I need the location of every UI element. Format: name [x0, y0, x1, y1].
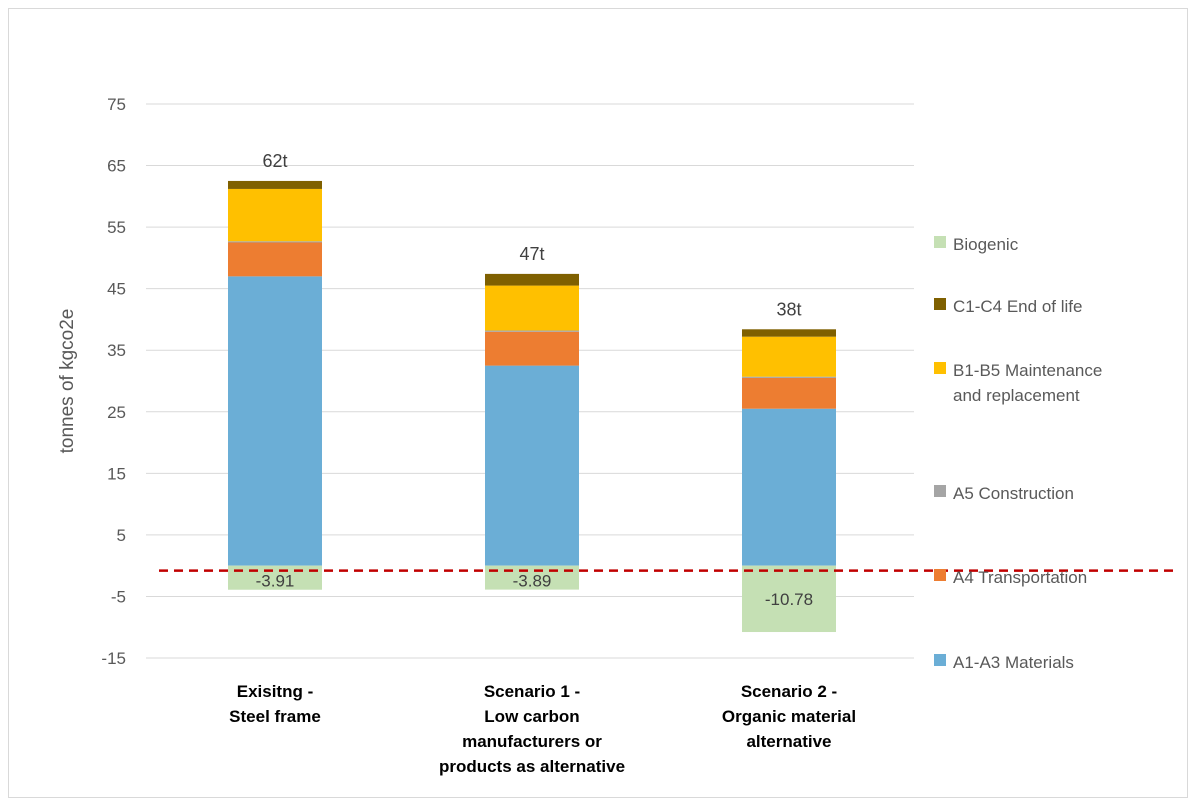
bar-segment — [228, 276, 322, 566]
bar-segment — [485, 365, 579, 566]
category-label: Organic material — [722, 707, 856, 726]
bar-segment — [485, 331, 579, 366]
category-label: Exisitng - — [237, 682, 314, 701]
legend-swatch — [934, 654, 946, 666]
negative-data-label: -3.91 — [256, 572, 295, 591]
bar-segment — [742, 329, 836, 337]
total-label: 38t — [776, 299, 801, 319]
legend-label: C1-C4 End of life — [953, 297, 1082, 316]
y-tick-label: 65 — [107, 157, 126, 176]
category-label: Low carbon — [484, 707, 579, 726]
y-axis-label: tonnes of kgco2e — [57, 309, 78, 454]
legend-label: A4 Transportation — [953, 568, 1087, 587]
category-label: products as alternative — [439, 757, 625, 776]
bar-segment — [742, 336, 836, 377]
bar-segment — [228, 242, 322, 277]
legend-swatch — [934, 236, 946, 248]
legend-label: B1-B5 Maintenance — [953, 361, 1102, 380]
y-tick-label: -15 — [101, 649, 126, 668]
y-tick-label: -5 — [111, 587, 126, 606]
y-tick-label: 45 — [107, 280, 126, 299]
category-label: Steel frame — [229, 707, 321, 726]
y-tick-label: 25 — [107, 403, 126, 422]
bar-segment — [228, 188, 322, 242]
bar-segment — [228, 565, 322, 590]
bar-segment — [742, 565, 836, 633]
y-tick-label: 55 — [107, 218, 126, 237]
chart-frame: 75 65 55 45 35 25 15 5 -5 -15 tonnes of kgco2e 62t 4… — [8, 8, 1188, 798]
bar-segment — [742, 408, 836, 566]
y-tick-label: 35 — [107, 341, 126, 360]
bar-segment — [485, 330, 579, 332]
y-tick-label: 5 — [117, 526, 126, 545]
legend-swatch — [934, 569, 946, 581]
stacked-bar-chart: 75 65 55 45 35 25 15 5 -5 -15 tonnes of kgco2e 62t 4… — [57, 95, 1177, 776]
bar-segment — [742, 377, 836, 409]
total-label: 47t — [519, 244, 544, 264]
total-label: 62t — [262, 151, 287, 171]
legend-swatch — [934, 362, 946, 374]
legend-label: A5 Construction — [953, 484, 1074, 503]
bar-segment — [742, 376, 836, 378]
category-label: Scenario 2 - — [741, 682, 837, 701]
legend-label: and replacement — [953, 386, 1080, 405]
bar-segment — [485, 285, 579, 331]
y-tick-label: 75 — [107, 95, 126, 114]
legend-label: Biogenic — [953, 235, 1019, 254]
bar-segment — [228, 241, 322, 243]
category-label: Scenario 1 - — [484, 682, 580, 701]
negative-data-label: -3.89 — [513, 572, 552, 591]
legend-label: A1-A3 Materials — [953, 653, 1074, 672]
legend-swatch — [934, 485, 946, 497]
bar-segment — [228, 180, 322, 189]
bar-segment — [485, 273, 579, 286]
y-tick-label: 15 — [107, 464, 126, 483]
category-label: alternative — [746, 732, 831, 751]
legend-swatch — [934, 298, 946, 310]
category-label: manufacturers or — [462, 732, 602, 751]
negative-data-label: -10.78 — [765, 590, 813, 609]
